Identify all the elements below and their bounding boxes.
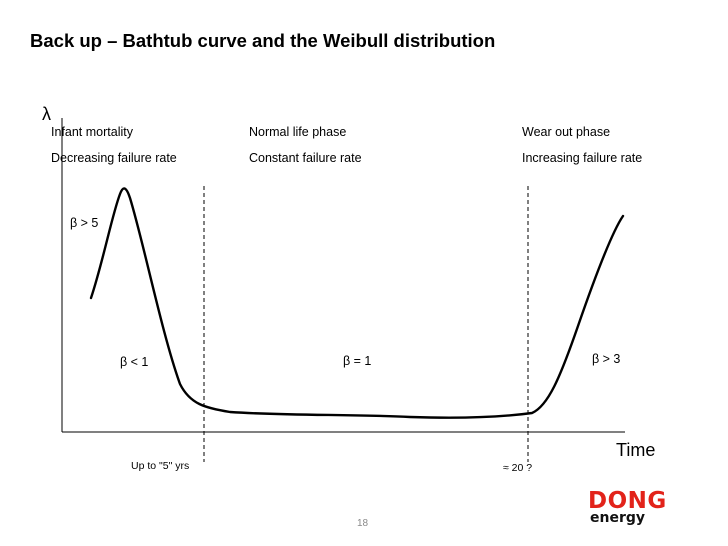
beta-label-wearout: β > 3 [592,352,621,366]
logo-wordmark-energy: energy [590,510,646,526]
dong-energy-logo: DONG energy [588,489,666,529]
beta-label-early-peak: β > 5 [70,216,99,230]
phase-infant-description: Decreasing failure rate [51,151,177,165]
page-number: 18 [357,518,369,529]
time-marker-wearout-start: ≈ 20 ? [503,462,533,474]
y-axis-symbol: λ [42,104,51,124]
phase-normal-description: Constant failure rate [249,151,362,165]
slide-title: Back up – Bathtub curve and the Weibull … [30,30,496,51]
phase-infant-name: Infant mortality [51,125,133,139]
time-marker-infant-end: Up to "5" yrs [131,460,190,472]
phase-normal-name: Normal life phase [249,125,347,139]
x-axis-label: Time [616,440,656,460]
phase-wearout-name: Wear out phase [522,125,611,139]
logo-wordmark-dong: DONG [588,488,667,514]
beta-label-normal: β = 1 [343,354,372,368]
phase-wearout-description: Increasing failure rate [522,151,643,165]
beta-label-infant: β < 1 [120,355,149,369]
failure-rate-curve [89,187,625,419]
